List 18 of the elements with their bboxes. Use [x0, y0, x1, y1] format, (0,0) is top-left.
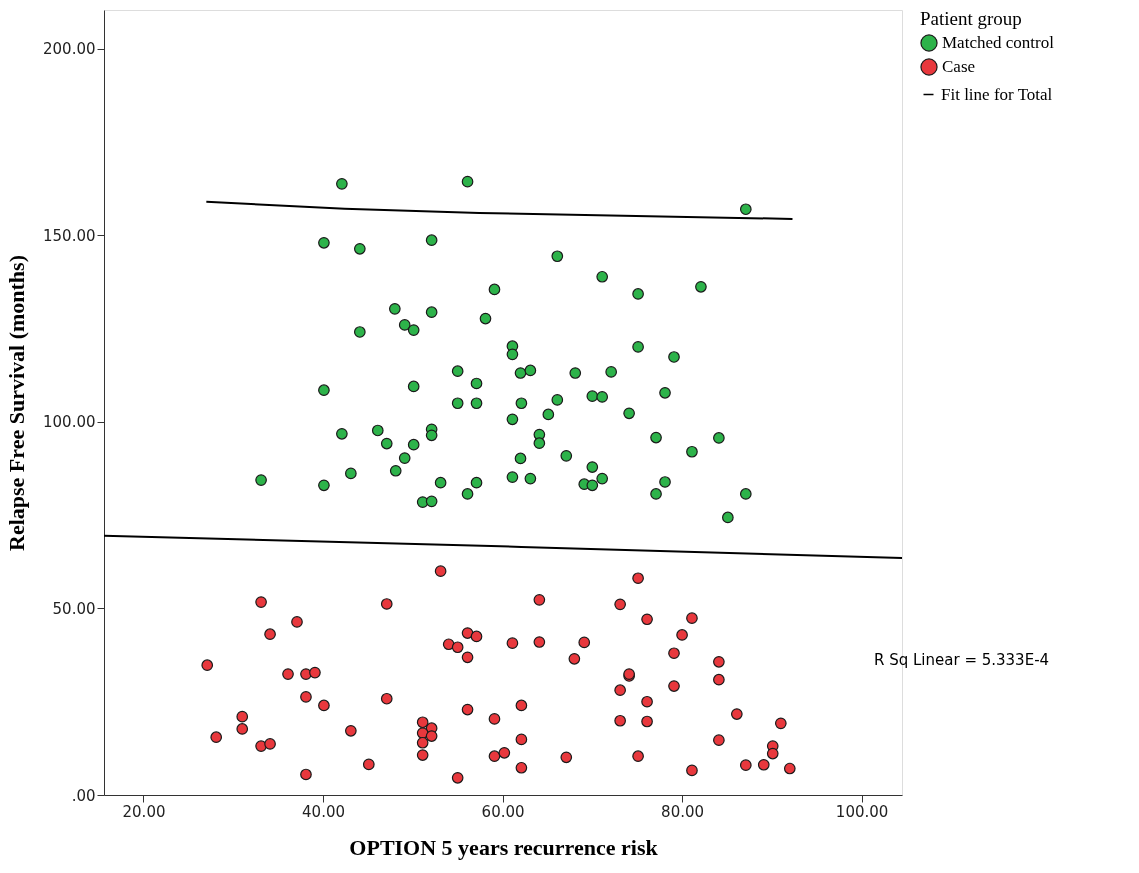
- annotation: R Sq Linear = 5.333E-4: [874, 651, 1050, 669]
- x-tick-label: 60.00: [481, 802, 525, 821]
- legend-title: Patient group: [920, 8, 1022, 29]
- y-tick-label: 100.00: [43, 413, 96, 432]
- x-tick-label: 100.00: [835, 802, 889, 821]
- x-axis-title: OPTION 5 years recurrence risk: [349, 834, 659, 860]
- y-tick-label: 200.00: [43, 40, 96, 59]
- y-tick-label: 150.00: [43, 226, 96, 245]
- x-tick-label: 40.00: [302, 802, 345, 821]
- y-tick-label: 50.00: [52, 599, 96, 618]
- y-axis-title: Relapse Free Survival (months): [4, 255, 30, 551]
- line-series: [205, 200, 794, 220]
- legend-label: Fit line for Total: [941, 84, 1053, 104]
- legend-label: Case: [942, 57, 976, 76]
- legend-label: Matched control: [942, 33, 1055, 52]
- x-tick-label: 80.00: [661, 802, 705, 821]
- y-tick-label: .00: [71, 786, 96, 805]
- x-tick-label: 20.00: [122, 802, 166, 821]
